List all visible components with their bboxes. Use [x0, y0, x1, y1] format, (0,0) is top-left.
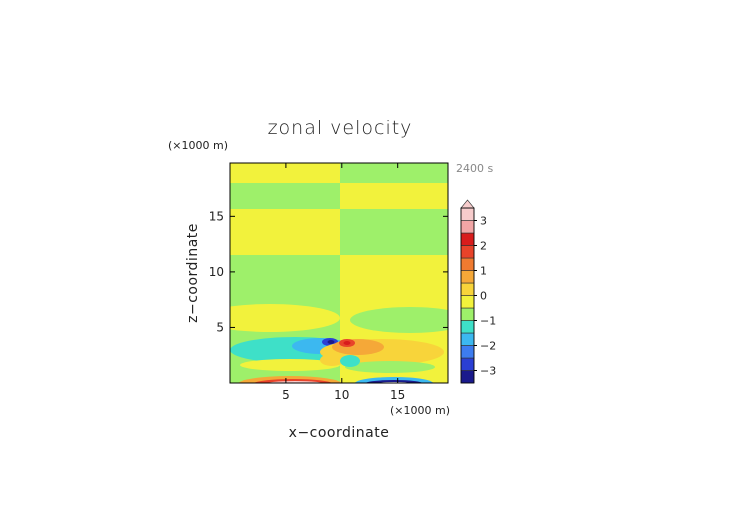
y-tick-label: 10 [209, 265, 224, 279]
y-tick-label: 5 [216, 320, 224, 334]
colorbar-swatch [460, 257, 475, 271]
colorbar-tick-label: −2 [480, 340, 496, 353]
band-left-2 [230, 183, 340, 209]
colorbar-tick-label: 2 [480, 240, 487, 253]
colorbar-tick-label: 3 [480, 215, 487, 228]
band-right-1 [340, 163, 448, 183]
x-unit-label: (×1000 m) [390, 404, 450, 417]
x-axis-ticks: 5 10 15 [282, 163, 405, 402]
neg-lobe-min [327, 340, 335, 344]
y-axis-label: z−coordinate [185, 223, 201, 323]
y-tick-label: 15 [209, 209, 224, 223]
colorbar-swatch [460, 307, 475, 321]
chart-title: zonal velocity [268, 117, 413, 139]
y-axis-ticks: 5 10 15 [209, 209, 448, 334]
colorbar-swatch [460, 320, 475, 334]
lens-right [350, 307, 448, 333]
surface-pos-core [266, 381, 324, 383]
colorbar-tick-label: −1 [480, 315, 496, 328]
band-left-1 [230, 163, 340, 183]
band-left-4 [230, 255, 340, 305]
y-unit-label: (×1000 m) [168, 139, 228, 152]
surface-pos-outer [238, 376, 342, 383]
colorbar-extend-max [460, 199, 475, 209]
colorbar-swatch [460, 332, 475, 346]
band-right-4 [340, 255, 448, 305]
x-axis-label: x−coordinate [289, 425, 390, 441]
surface-pos-mid [253, 379, 333, 383]
band-left-3 [230, 209, 340, 255]
colorbar: −3 −2 −1 0 1 2 3 [460, 199, 496, 384]
colorbar-swatch [460, 295, 475, 309]
colorbar-tick-label: 0 [480, 290, 487, 303]
band-right-3 [340, 209, 448, 255]
colorbar-swatch [460, 282, 475, 296]
velocity-field [230, 163, 448, 383]
colorbar-swatch [460, 270, 475, 284]
x-tick-label: 15 [390, 388, 405, 402]
x-tick-label: 5 [282, 388, 290, 402]
colorbar-tick-label: −3 [480, 365, 496, 378]
lens-left [230, 304, 340, 332]
plot-frame [229, 162, 449, 384]
colorbar-swatch [460, 220, 475, 234]
colorbar-tick-label: 1 [480, 265, 487, 278]
colorbar-swatch [460, 207, 475, 221]
x-tick-label: 10 [334, 388, 349, 402]
lower-orange-center [320, 354, 344, 366]
surface-neg-mid [364, 380, 424, 383]
lower-arm-right [345, 361, 435, 373]
colorbar-swatch [460, 345, 475, 359]
colorbar-swatch [460, 370, 475, 384]
pos-lobe-max [343, 341, 351, 345]
lower-teal-center [340, 355, 360, 367]
colorbar-swatch [460, 357, 475, 371]
time-label: 2400 s [456, 162, 493, 175]
colorbar-swatch [460, 245, 475, 259]
lower-arm-left [240, 359, 340, 371]
colorbar-swatch [460, 232, 475, 246]
band-right-2 [340, 183, 448, 209]
